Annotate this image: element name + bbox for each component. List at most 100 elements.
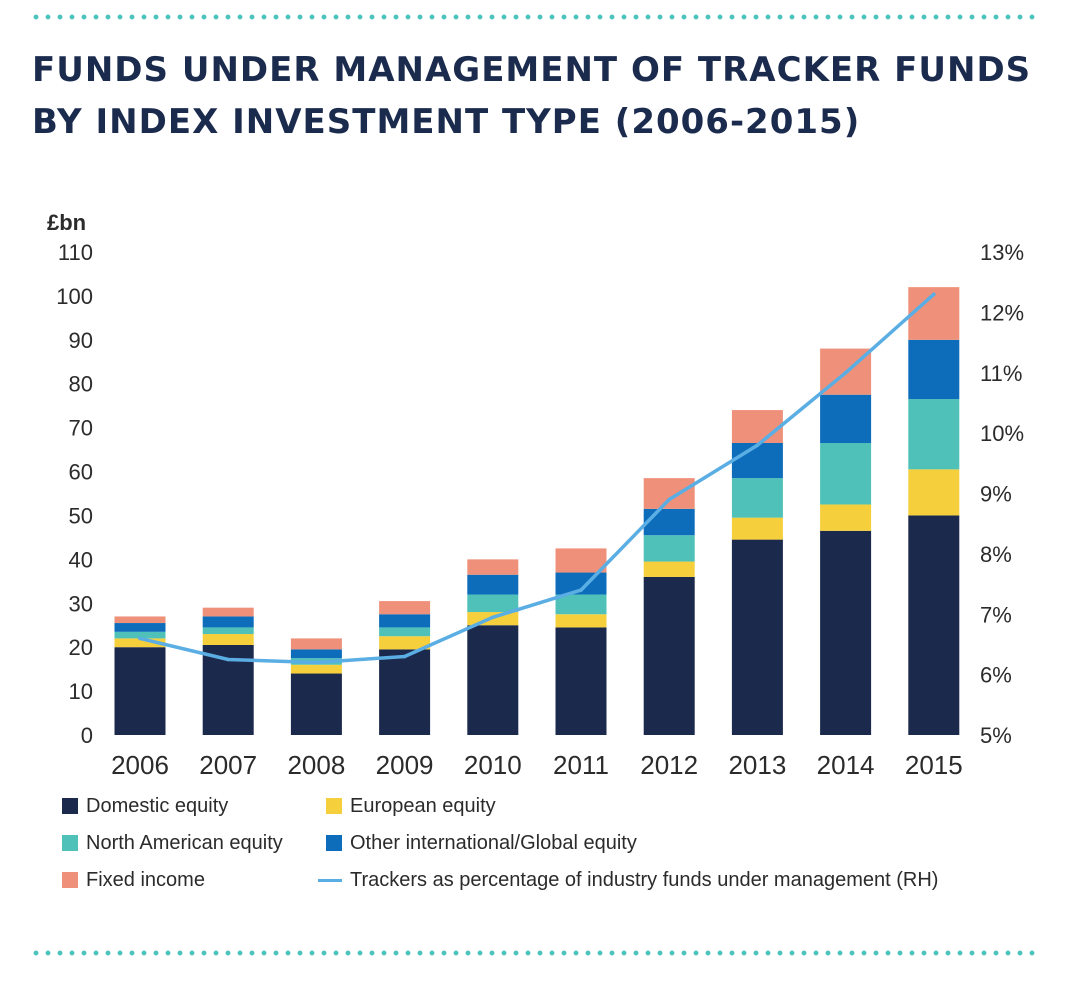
bar-segment — [731, 478, 783, 518]
bar-segment — [114, 631, 166, 639]
legend-swatch-domestic-equity — [62, 798, 78, 814]
y2-tick-label: 11% — [980, 361, 1022, 386]
legend-item-fixed-income: Fixed income — [62, 866, 205, 894]
legend-item-north-american-equity: North American equity — [62, 829, 283, 857]
legend-label-domestic-equity: Domestic equity — [86, 794, 229, 817]
trackers-percentage-point — [226, 657, 230, 662]
trackers-percentage-point — [755, 443, 760, 448]
x-tick-label: 2007 — [199, 750, 257, 780]
bar-segment — [467, 559, 519, 575]
y2-tick-label: 7% — [980, 602, 1012, 627]
y-tick-label: 70 — [69, 416, 93, 441]
bar-segment — [467, 625, 519, 735]
bar-segment — [290, 649, 342, 659]
bar-segment — [908, 515, 960, 735]
y2-tick-label: 12% — [980, 300, 1024, 325]
x-tick-label: 2010 — [464, 750, 522, 780]
trackers-percentage-point — [138, 636, 142, 641]
y-tick-label: 100 — [56, 284, 93, 309]
legend-swatch-trackers-line — [318, 878, 342, 882]
bar-segment — [643, 508, 695, 536]
y-tick-label: 40 — [69, 547, 93, 572]
legend-label-other-international-equity: Other international/Global equity — [350, 831, 637, 854]
bar-segment — [731, 517, 783, 540]
bar-segment — [379, 649, 431, 735]
y-tick-label: 90 — [69, 328, 93, 353]
y2-tick-label: 8% — [980, 542, 1012, 567]
bar-segment — [643, 576, 695, 735]
chart-title: FUNDS UNDER MANAGEMENT OF TRACKER FUNDS … — [32, 50, 1032, 142]
bar-segment — [820, 443, 872, 505]
y2-tick-label: 6% — [980, 663, 1012, 688]
x-tick-label: 2006 — [111, 750, 169, 780]
trackers-percentage-point — [314, 660, 319, 665]
x-tick-label: 2015 — [905, 750, 963, 780]
bar-segment — [379, 636, 431, 650]
bar-segment — [290, 664, 342, 674]
x-tick-label: 2009 — [376, 750, 434, 780]
legend-item-trackers-percentage: Trackers as percentage of industry funds… — [318, 866, 938, 894]
trackers-percentage-line — [138, 292, 936, 665]
legend-label-trackers-percentage: Trackers as percentage of industry funds… — [350, 868, 939, 891]
bar-segment — [820, 394, 872, 444]
legend-swatch-other-international-equity — [326, 835, 342, 851]
bar-segment — [555, 548, 607, 573]
bar-segment — [555, 627, 607, 735]
bar-segment — [114, 638, 166, 648]
bar-segment — [643, 535, 695, 562]
y2-tick-label: 10% — [980, 421, 1024, 446]
trackers-percentage-point — [491, 615, 495, 620]
bar-segment — [820, 530, 872, 735]
trackers-percentage-point — [402, 654, 407, 659]
y-tick-label: 20 — [69, 635, 93, 660]
x-tick-label: 2014 — [817, 750, 875, 780]
bar-segment — [731, 410, 783, 444]
y2-tick-label: 13% — [980, 240, 1024, 265]
y-tick-label: 10 — [69, 679, 93, 704]
bar-segment — [290, 673, 342, 735]
x-tick-label: 2013 — [728, 750, 786, 780]
legend-item-european-equity: European equity — [326, 792, 496, 820]
x-tick-label: 2008 — [287, 750, 345, 780]
bar-segment — [908, 339, 960, 400]
y-tick-label: 110 — [58, 240, 93, 265]
legend-item-domestic-equity: Domestic equity — [62, 792, 228, 820]
bar-segment — [467, 574, 519, 595]
y2-tick-label: 5% — [980, 723, 1012, 748]
bar-segment — [908, 469, 960, 516]
bar-segment — [114, 616, 166, 624]
bar-segment — [379, 627, 431, 637]
bar-segment — [114, 623, 166, 632]
top-dotted-divider — [30, 14, 1040, 20]
bar-segment — [820, 504, 872, 531]
bar-segment — [202, 607, 254, 617]
bar-segment — [908, 399, 960, 470]
legend-swatch-european-equity — [326, 798, 342, 814]
bar-segment — [555, 614, 607, 628]
trackers-percentage-point — [579, 588, 583, 592]
y-tick-label: 60 — [69, 460, 93, 485]
y-tick-label: 80 — [69, 372, 93, 397]
legend-swatch-fixed-income — [62, 872, 78, 888]
legend-label-european-equity: European equity — [350, 794, 496, 817]
y-axis-label: £bn — [47, 210, 86, 235]
trackers-percentage-point — [843, 370, 848, 375]
bar-segment — [379, 601, 431, 615]
trackers-percentage-point — [932, 292, 936, 297]
y-tick-label: 30 — [69, 591, 93, 616]
legend-item-other-international-equity: Other international/Global equity — [326, 829, 637, 857]
legend-swatch-north-american-equity — [62, 835, 78, 851]
bar-segment — [467, 594, 519, 613]
bar-segment — [643, 478, 695, 509]
bottom-dotted-divider — [30, 950, 1040, 956]
bar-segment — [731, 443, 783, 479]
y-tick-label: 0 — [81, 723, 93, 748]
x-tick-label: 2012 — [640, 750, 698, 780]
legend-label-north-american-equity: North American equity — [86, 831, 283, 854]
y-tick-label: 50 — [69, 503, 93, 528]
bar-segment — [379, 614, 431, 628]
bar-segment — [731, 539, 783, 735]
bar-segment — [202, 634, 254, 645]
y2-tick-label: 9% — [980, 482, 1012, 507]
